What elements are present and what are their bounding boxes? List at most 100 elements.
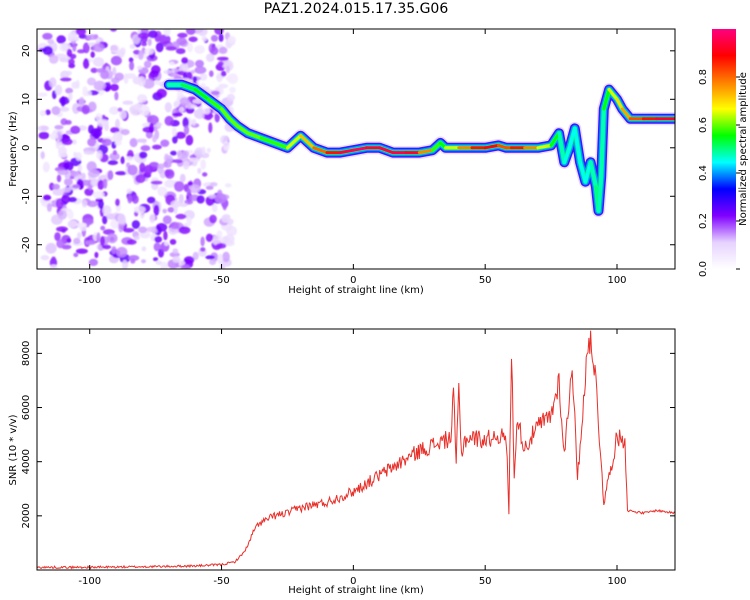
- spectrogram-noise-cell: [153, 242, 161, 252]
- spectrogram-x-tick-label: 100: [607, 275, 626, 286]
- spectrogram-noise-cell: [66, 48, 73, 57]
- spectrogram-noise-cell: [191, 118, 197, 126]
- spectrogram-noise-cell: [61, 187, 71, 193]
- spectrogram-noise-cell: [138, 50, 144, 60]
- spectrogram-noise-cell: [116, 49, 125, 58]
- spectrogram-noise-cell: [172, 248, 179, 254]
- snr-x-tick-label: 0: [350, 576, 356, 587]
- spectrogram-noise-cell: [209, 182, 218, 187]
- spectrogram-ridge-segment: [299, 134, 316, 150]
- spectrogram-noise-cell: [208, 194, 217, 199]
- snr-y-tick-label: 2000: [21, 503, 32, 528]
- spectrogram-noise-cell: [216, 230, 223, 238]
- spectrogram-noise-cell: [165, 46, 177, 51]
- spectrogram-noise-cell: [153, 126, 158, 132]
- spectrogram-noise-cell: [186, 42, 193, 53]
- spectrogram-noise-cell: [183, 125, 190, 135]
- spectrogram-noise-cell: [58, 146, 67, 157]
- spectrogram-noise-cell: [219, 264, 226, 269]
- spectrogram-noise-cell: [73, 252, 79, 258]
- spectrogram-noise-cell: [49, 55, 59, 64]
- spectrogram-noise-cell: [96, 232, 101, 243]
- spectrogram-noise-cell: [119, 109, 127, 120]
- spectrogram-noise-cell: [127, 194, 133, 204]
- spectrogram-x-tick-label: -100: [78, 275, 101, 286]
- spectrogram-ridge-segment: [417, 148, 434, 155]
- spectrogram-noise-cell: [200, 159, 207, 170]
- spectrogram-noise-cell: [85, 240, 96, 246]
- spectrogram-noise-cell: [206, 147, 211, 153]
- spectrogram-ridge-segment: [338, 148, 355, 155]
- spectrogram-noise-cell: [110, 29, 117, 32]
- spectrogram-noise-cell: [200, 236, 205, 247]
- spectrogram-noise-cell: [164, 241, 169, 246]
- spectrogram-noise-cell: [157, 186, 168, 197]
- spectrogram-noise-cell: [56, 239, 65, 249]
- spectrogram-noise-cell: [227, 35, 236, 45]
- spectrogram-noise-cell: [155, 42, 164, 53]
- spectrogram-noise-cell: [195, 59, 204, 68]
- spectrogram-noise-cell: [153, 257, 159, 262]
- spectrogram-noise-cell: [81, 199, 88, 208]
- spectrogram-ridge-segment: [599, 107, 606, 179]
- spectrogram-noise-cell: [216, 56, 229, 61]
- spectrogram-noise-cell: [208, 122, 213, 134]
- spectrogram-ridge-segment: [536, 143, 553, 150]
- spectrogram-noise-cell: [174, 181, 185, 192]
- spectrogram-noise-cell: [107, 233, 118, 244]
- spectrogram-noise-cell: [186, 71, 193, 81]
- spectrogram-noise-cell: [107, 160, 119, 166]
- spectrogram-noise-cell: [96, 150, 103, 160]
- spectrogram-noise-cell: [194, 108, 206, 119]
- spectrogram-noise-cell: [139, 162, 146, 173]
- spectrogram-noise-cell: [63, 161, 74, 171]
- spectrogram-noise-cell: [173, 205, 178, 215]
- spectrogram-noise-cell: [164, 179, 177, 188]
- spectrogram-noise-cell: [72, 184, 80, 189]
- spectrogram-noise-cell: [115, 198, 120, 207]
- spectrogram-noise-cell: [140, 211, 145, 219]
- spectrogram-noise-cell: [121, 259, 128, 269]
- spectrogram-noise-cell: [67, 210, 74, 220]
- spectrogram-noise-cell: [201, 36, 208, 42]
- spectrogram-noise-cell: [175, 213, 187, 220]
- spectrogram-noise-cell: [90, 127, 103, 138]
- spectrogram-noise-cell: [54, 84, 63, 96]
- spectrogram-noise-cell: [56, 226, 68, 232]
- spectrogram-noise-cell: [81, 104, 90, 115]
- spectrogram-noise-cell: [75, 248, 88, 254]
- spectrogram-noise-cell: [42, 32, 53, 40]
- spectrogram-noise-cell: [123, 73, 129, 85]
- spectrogram-noise-cell: [194, 66, 207, 74]
- spectrogram-noise-cell: [181, 57, 189, 64]
- spectrogram-noise-cell: [169, 61, 175, 66]
- spectrogram-noise-cell: [147, 38, 152, 46]
- spectrogram-noise-cell: [78, 96, 85, 108]
- spectrogram-noise-cell: [202, 172, 208, 177]
- snr-x-tick-label: -50: [213, 576, 229, 587]
- spectrogram-noise-cell: [199, 73, 208, 81]
- spectrogram-noise-cell: [187, 181, 193, 186]
- snr-series-layer: [37, 330, 675, 570]
- spectrogram-noise-cell: [225, 76, 234, 82]
- spectrogram-ridge-segment: [206, 97, 223, 111]
- spectrogram-noise-cell: [172, 256, 181, 263]
- spectrogram-noise-cell: [141, 41, 147, 47]
- spectrogram-noise-cell: [205, 185, 214, 190]
- spectrogram-noise-cell: [147, 115, 153, 122]
- spectrogram-noise-cell: [57, 210, 68, 220]
- spectrogram-noise-cell: [64, 178, 73, 186]
- spectrogram-noise-cell: [183, 256, 195, 264]
- spectrogram-noise-cell: [128, 255, 140, 261]
- spectrogram-noise-cell: [102, 244, 112, 250]
- spectrogram-noise-cell: [70, 125, 81, 134]
- spectrogram-noise-cell: [173, 159, 183, 164]
- spectrogram-noise-cell: [42, 161, 50, 173]
- spectrogram-noise-cell: [160, 261, 168, 269]
- spectrogram-noise-cell: [97, 200, 104, 209]
- spectrogram-noise-cell: [114, 72, 124, 81]
- spectrogram-noise-cell: [99, 174, 107, 180]
- spectrogram-ridge-segment: [578, 160, 587, 184]
- spectrogram-noise-cell: [148, 30, 158, 39]
- spectrogram-noise-cell: [192, 76, 198, 83]
